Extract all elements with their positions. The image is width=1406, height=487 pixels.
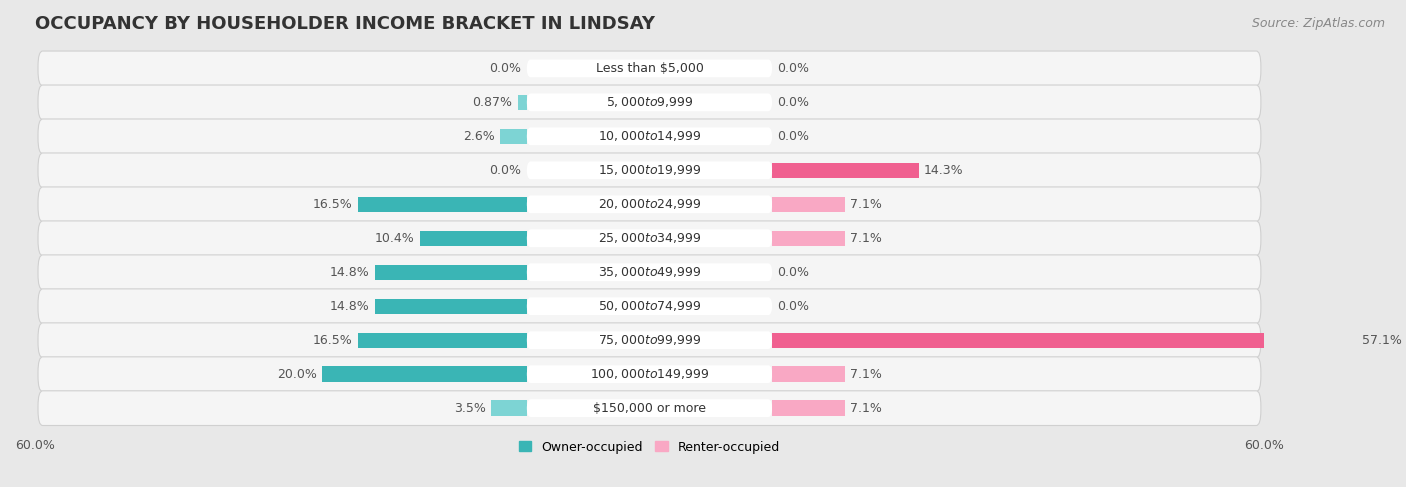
Text: 0.87%: 0.87%: [472, 96, 513, 109]
FancyBboxPatch shape: [38, 357, 1261, 392]
FancyBboxPatch shape: [38, 221, 1261, 256]
Text: Less than $5,000: Less than $5,000: [596, 62, 703, 75]
FancyBboxPatch shape: [526, 128, 772, 145]
Text: 2.6%: 2.6%: [463, 130, 495, 143]
Bar: [420, 230, 526, 246]
Bar: [772, 400, 845, 416]
Text: $35,000 to $49,999: $35,000 to $49,999: [598, 265, 702, 279]
Text: 0.0%: 0.0%: [489, 62, 522, 75]
Bar: [491, 400, 526, 416]
Text: OCCUPANCY BY HOUSEHOLDER INCOME BRACKET IN LINDSAY: OCCUPANCY BY HOUSEHOLDER INCOME BRACKET …: [35, 15, 655, 33]
Bar: [772, 333, 1357, 348]
Bar: [772, 367, 845, 382]
Text: 16.5%: 16.5%: [312, 334, 353, 347]
FancyBboxPatch shape: [38, 289, 1261, 323]
Bar: [772, 230, 845, 246]
Text: $75,000 to $99,999: $75,000 to $99,999: [598, 333, 702, 347]
FancyBboxPatch shape: [38, 119, 1261, 154]
FancyBboxPatch shape: [38, 323, 1261, 357]
Text: $50,000 to $74,999: $50,000 to $74,999: [598, 299, 702, 313]
Text: 0.0%: 0.0%: [778, 300, 810, 313]
Text: 14.8%: 14.8%: [330, 266, 370, 279]
Text: 16.5%: 16.5%: [312, 198, 353, 211]
Text: 20.0%: 20.0%: [277, 368, 316, 381]
FancyBboxPatch shape: [38, 51, 1261, 86]
Text: Source: ZipAtlas.com: Source: ZipAtlas.com: [1251, 17, 1385, 30]
FancyBboxPatch shape: [38, 255, 1261, 290]
Bar: [375, 299, 526, 314]
Text: $100,000 to $149,999: $100,000 to $149,999: [589, 367, 709, 381]
FancyBboxPatch shape: [526, 195, 772, 213]
Bar: [772, 163, 918, 178]
Bar: [375, 264, 526, 280]
FancyBboxPatch shape: [38, 391, 1261, 426]
FancyBboxPatch shape: [526, 59, 772, 77]
Text: 0.0%: 0.0%: [778, 62, 810, 75]
Text: 0.0%: 0.0%: [778, 266, 810, 279]
Text: 14.8%: 14.8%: [330, 300, 370, 313]
FancyBboxPatch shape: [526, 229, 772, 247]
FancyBboxPatch shape: [526, 263, 772, 281]
Bar: [322, 367, 526, 382]
Text: 7.1%: 7.1%: [851, 368, 882, 381]
Text: 14.3%: 14.3%: [924, 164, 963, 177]
Text: 10.4%: 10.4%: [375, 232, 415, 245]
FancyBboxPatch shape: [526, 331, 772, 349]
Text: $15,000 to $19,999: $15,000 to $19,999: [598, 163, 702, 177]
Text: $25,000 to $34,999: $25,000 to $34,999: [598, 231, 702, 245]
Text: $10,000 to $14,999: $10,000 to $14,999: [598, 130, 702, 143]
Bar: [501, 129, 526, 144]
Text: 0.0%: 0.0%: [778, 130, 810, 143]
Bar: [772, 197, 845, 212]
Text: $150,000 or more: $150,000 or more: [593, 402, 706, 414]
Bar: [357, 333, 526, 348]
Bar: [357, 197, 526, 212]
FancyBboxPatch shape: [526, 161, 772, 179]
FancyBboxPatch shape: [526, 298, 772, 315]
Text: 7.1%: 7.1%: [851, 232, 882, 245]
Bar: [517, 94, 526, 110]
FancyBboxPatch shape: [38, 187, 1261, 222]
Text: 3.5%: 3.5%: [454, 402, 485, 414]
Text: $20,000 to $24,999: $20,000 to $24,999: [598, 197, 702, 211]
FancyBboxPatch shape: [38, 85, 1261, 120]
Text: 7.1%: 7.1%: [851, 198, 882, 211]
FancyBboxPatch shape: [526, 94, 772, 111]
Legend: Owner-occupied, Renter-occupied: Owner-occupied, Renter-occupied: [513, 436, 785, 459]
FancyBboxPatch shape: [38, 153, 1261, 187]
Text: 0.0%: 0.0%: [778, 96, 810, 109]
Text: 7.1%: 7.1%: [851, 402, 882, 414]
Text: 57.1%: 57.1%: [1362, 334, 1402, 347]
Text: $5,000 to $9,999: $5,000 to $9,999: [606, 95, 693, 110]
FancyBboxPatch shape: [526, 399, 772, 417]
FancyBboxPatch shape: [526, 365, 772, 383]
Text: 0.0%: 0.0%: [489, 164, 522, 177]
